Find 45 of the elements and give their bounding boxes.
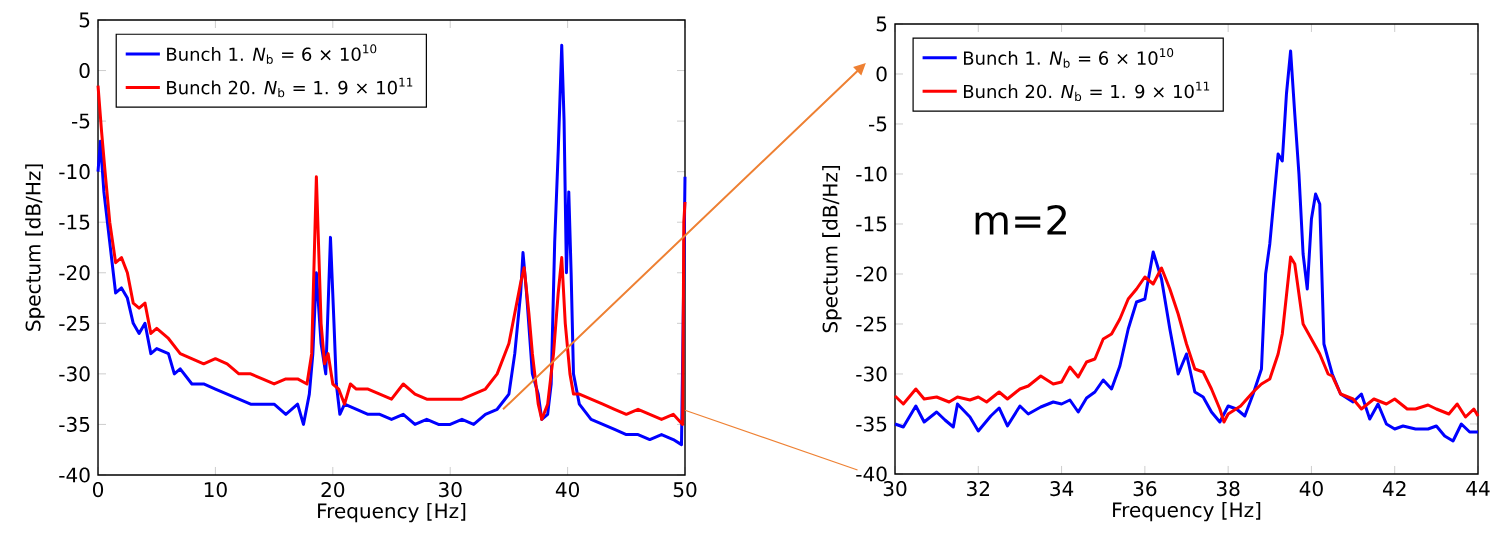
y-tick-label: -10 bbox=[856, 166, 887, 182]
y-tick-label: -15 bbox=[59, 214, 90, 230]
y-tick-label: -5 bbox=[71, 113, 90, 129]
y-tick-label: 5 bbox=[876, 16, 887, 32]
x-axis-title: Frequency [Hz] bbox=[318, 502, 466, 523]
x-tick-label: 30 bbox=[883, 481, 907, 497]
x-tick-label: 34 bbox=[1050, 481, 1074, 497]
x-tick-label: 50 bbox=[673, 482, 697, 498]
y-tick-label: -30 bbox=[856, 366, 887, 382]
x-tick-label: 10 bbox=[204, 482, 227, 498]
y-tick-label: -40 bbox=[856, 466, 887, 482]
legend-label: Bunch 1. N$_{b}$ = 6 × 10$^{10}$ bbox=[964, 48, 1174, 68]
y-tick-label: 0 bbox=[79, 62, 90, 79]
y-tick-label: -5 bbox=[868, 116, 887, 132]
x-tick-label: 40 bbox=[555, 482, 580, 498]
line-series bbox=[893, 255, 1480, 424]
y-tick-label: -15 bbox=[856, 216, 887, 232]
x-tick-label: 42 bbox=[1382, 481, 1406, 496]
y-axis-title: Spectum [dB/Hz] bbox=[822, 166, 842, 333]
x-tick-label: 44 bbox=[1466, 481, 1490, 496]
y-tick-label: -20 bbox=[59, 265, 90, 281]
line-series bbox=[893, 49, 1480, 443]
legend-label: Bunch 1. N$_{b}$ = 6 × 10$^{10}$ bbox=[167, 44, 377, 64]
y-tick-label: -30 bbox=[59, 366, 90, 382]
y-tick-label: -25 bbox=[856, 316, 887, 332]
legend-label: Bunch 20. N$_{b}$ = 1. 9 × 10$^{11}$ bbox=[964, 81, 1210, 102]
y-tick-label: 0 bbox=[876, 66, 887, 82]
y-tick-label: -20 bbox=[856, 266, 887, 282]
x-tick-label: 32 bbox=[967, 481, 990, 497]
x-tick-label: 30 bbox=[439, 482, 462, 498]
x-axis-title: Frequency [Hz] bbox=[1113, 501, 1261, 522]
x-tick-label: 38 bbox=[1216, 481, 1240, 497]
y-axis-title: Spectum [dB/Hz] bbox=[25, 164, 45, 331]
x-tick-label: 0 bbox=[92, 482, 104, 498]
legend-label: Bunch 20. N$_{b}$ = 1. 9 × 10$^{11}$ bbox=[167, 77, 413, 98]
y-tick-label: -35 bbox=[856, 416, 887, 432]
y-tick-label: -10 bbox=[59, 164, 90, 180]
y-tick-label: -25 bbox=[59, 315, 90, 331]
y-tick-label: 5 bbox=[79, 12, 90, 28]
x-tick-label: 20 bbox=[321, 482, 345, 498]
x-tick-label: 40 bbox=[1299, 481, 1323, 497]
y-tick-label: -40 bbox=[59, 467, 90, 483]
x-tick-label: 36 bbox=[1133, 481, 1157, 497]
annotation: m=2 bbox=[975, 204, 1066, 235]
y-tick-label: -35 bbox=[59, 416, 90, 432]
